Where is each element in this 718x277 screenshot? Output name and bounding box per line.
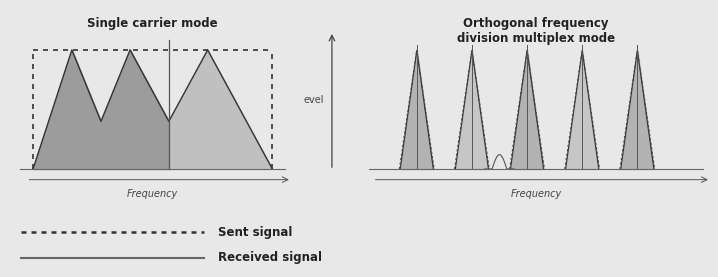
Text: Sent signal: Sent signal: [218, 226, 293, 239]
Text: Frequency: Frequency: [127, 189, 178, 199]
Text: Single carrier mode: Single carrier mode: [88, 17, 218, 30]
Text: Received signal: Received signal: [218, 251, 322, 264]
Text: Orthogonal frequency
division multiplex mode: Orthogonal frequency division multiplex …: [457, 17, 615, 45]
Text: evel: evel: [303, 95, 324, 105]
Text: Frequency: Frequency: [510, 189, 562, 199]
